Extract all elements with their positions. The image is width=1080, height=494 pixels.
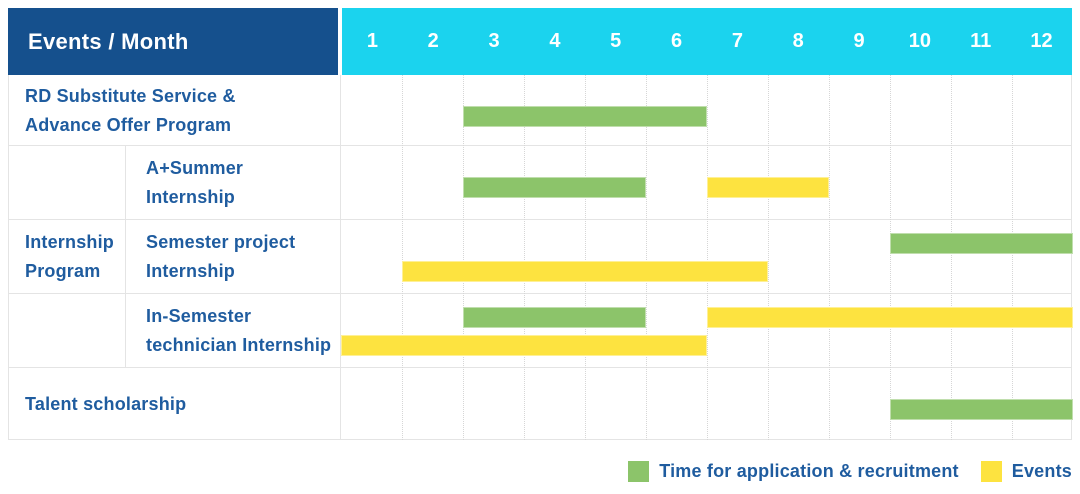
row-separator-line [9,293,1071,294]
gantt-bar-events [707,307,1073,328]
row-label: Semester project Internship [146,232,296,281]
row-label: RD Substitute Service & Advance Offer Pr… [25,85,236,135]
month-grid-line [463,75,464,440]
table-header-events-month: Events / Month [8,8,338,75]
month-header-cell: 7 [731,30,743,52]
label-chart-divider-line [340,75,341,440]
row-separator-line [9,219,1071,220]
month-header-cell: 3 [488,30,500,52]
month-grid-line [646,75,647,440]
legend: Time for application & recruitment Events [628,459,1072,483]
row-label: In-Semester technician Internship [146,306,332,355]
month-header-cell: 1 [366,30,378,52]
month-grid-line [768,75,769,440]
gantt-bar-recruitment [890,233,1073,254]
gantt-bar-events [341,335,707,356]
gantt-bar-recruitment [463,106,707,127]
month-grid-line [829,75,830,440]
gantt-table: Events / Month 1 2 3 4 5 6 7 8 9 10 11 12 Internshi… [8,8,1073,440]
row-label: A+Summer Internship [146,158,244,207]
row-label: Talent scholarship [25,393,187,414]
month-header-cell: 11 [970,30,992,52]
gantt-bar-recruitment [463,307,646,328]
row-separator-line [9,145,1071,146]
legend-item: Time for application & recruitment [628,460,959,482]
group-sublabel-divider-line [125,146,126,368]
row-separator-line [9,367,1071,368]
legend-swatch-recruitment-icon [628,460,650,482]
month-header-cell: 6 [670,30,683,52]
month-header-cell: 8 [792,30,804,52]
legend-label: Events [1011,460,1072,481]
month-header-cell: 10 [908,30,931,52]
month-grid-line [524,75,525,440]
month-header-cell: 5 [610,30,622,52]
gantt-bar-events [707,177,829,198]
header-title: Events / Month [28,28,189,54]
month-header-cell: 9 [853,30,865,52]
month-header-cell: 4 [549,30,561,52]
month-header-cell: 12 [1030,30,1053,52]
gantt-body: Internship Program RD Substitute Service … [8,75,1073,440]
legend-label: Time for application & recruitment [659,460,959,481]
legend-swatch-events-icon [980,460,1002,482]
legend-item: Events [980,460,1072,482]
group-label-internship-program: Internship Program [25,232,115,281]
month-grid-line [402,75,403,440]
month-grid-line [585,75,586,440]
month-header-row: 1 2 3 4 5 6 7 8 9 10 11 12 [342,8,1072,75]
month-grid-line [707,75,708,440]
month-header-cell: 2 [427,30,439,52]
month-grid-line [890,75,891,440]
month-grid-line [1012,75,1013,440]
gantt-bar-recruitment [463,177,646,198]
gantt-bar-recruitment [890,399,1073,420]
gantt-bar-events [402,261,768,282]
month-grid-line [951,75,952,440]
